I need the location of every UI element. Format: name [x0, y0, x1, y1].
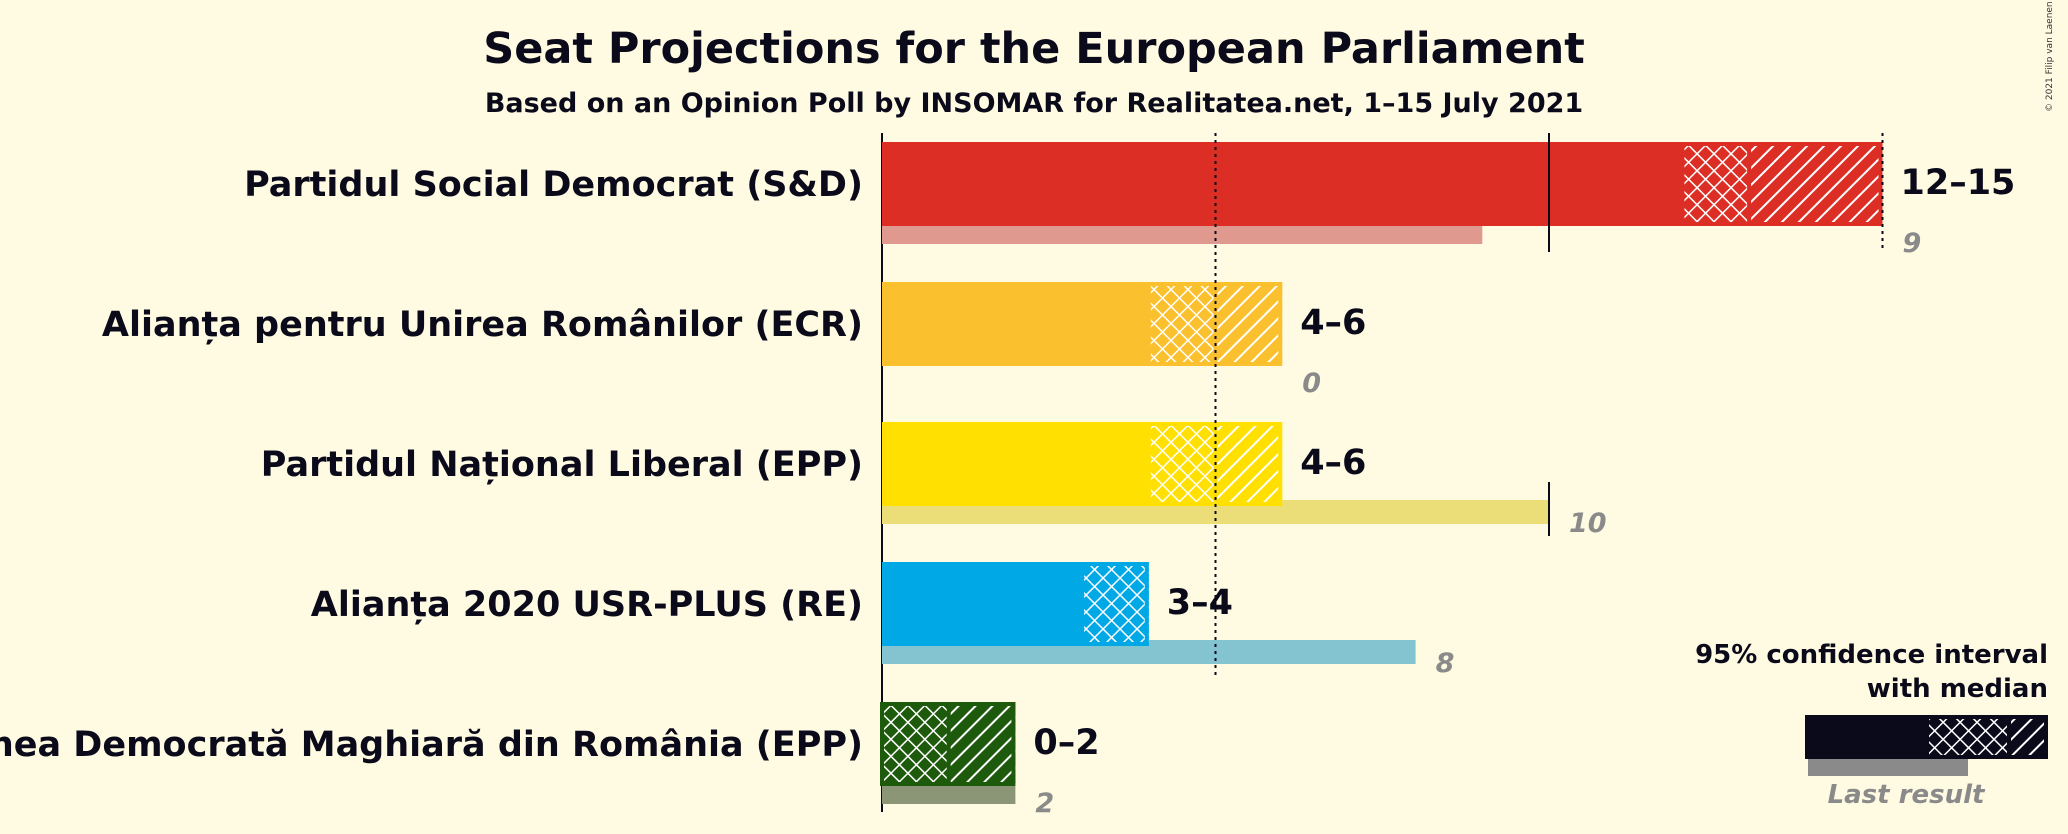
party-rows: Partidul Social Democrat (S&D) 12–15 9 Alia… [0, 133, 2015, 819]
legend: 95% confidence interval with median Last… [1695, 640, 2048, 810]
chart-subtitle: Based on an Opinion Poll by INSOMAR for … [485, 88, 1583, 119]
ci-median-segment [1148, 422, 1216, 506]
ci-solid-bar [882, 282, 1149, 366]
party-row: Uniunea Democrată Maghiară din România (… [0, 702, 1100, 819]
last-result-label: 0 [1302, 368, 1321, 399]
last-result-label: 8 [1436, 648, 1455, 679]
range-label: 12–15 [1901, 163, 2016, 203]
ci-solid-bar [882, 142, 1683, 226]
range-label: 0–2 [1033, 723, 1099, 763]
last-result-label: 2 [1035, 788, 1054, 819]
party-label: Alianța 2020 USR-PLUS (RE) [311, 585, 863, 625]
ci-solid-bar [882, 422, 1149, 506]
party-label: Partidul Social Democrat (S&D) [244, 165, 863, 205]
ci-upper-segment [1215, 282, 1283, 366]
ci-outline [1680, 142, 1883, 226]
party-label: Alianța pentru Unirea Românilor (ECR) [102, 305, 863, 345]
legend-line-2: with median [1867, 674, 2048, 704]
legend-last-result-label: Last result [1828, 780, 1986, 810]
ci-median-segment [1148, 282, 1216, 366]
ci-upper-segment [1215, 422, 1283, 506]
last-result-label: 9 [1903, 228, 1922, 259]
legend-solid-swatch [1805, 715, 1927, 759]
legend-ci-outline [1925, 715, 2048, 759]
party-label: Partidul Național Liberal (EPP) [261, 445, 863, 485]
ci-median-segment [1682, 142, 1750, 226]
ci-upper-segment [948, 702, 1016, 786]
legend-median-swatch [1927, 715, 2009, 759]
party-row: Partidul Național Liberal (EPP) 4–6 10 [261, 422, 1607, 539]
last-result-label: 10 [1569, 508, 1607, 539]
ci-median-segment [1082, 562, 1149, 646]
party-row: Alianța pentru Unirea Românilor (ECR) 4–6… [102, 282, 1366, 399]
ci-upper-segment [1749, 142, 1883, 226]
legend-line-1: 95% confidence interval [1695, 640, 2048, 670]
party-row: Alianța 2020 USR-PLUS (RE) 3–4 8 [311, 562, 1455, 679]
chart-title: Seat Projections for the European Parlia… [483, 24, 1585, 74]
ci-outline [1080, 562, 1149, 646]
party-row: Partidul Social Democrat (S&D) 12–15 9 [244, 142, 2015, 259]
ci-median-segment [882, 702, 949, 786]
copyright-note: © 2021 Filip van Laenen [2045, 1, 2055, 112]
range-label: 4–6 [1300, 303, 1366, 343]
ci-solid-bar [882, 562, 1083, 646]
range-label: 3–4 [1167, 583, 1233, 623]
range-label: 4–6 [1300, 443, 1366, 483]
party-label: Uniunea Democrată Maghiară din România (… [0, 725, 863, 765]
legend-upper-swatch [2009, 715, 2048, 759]
